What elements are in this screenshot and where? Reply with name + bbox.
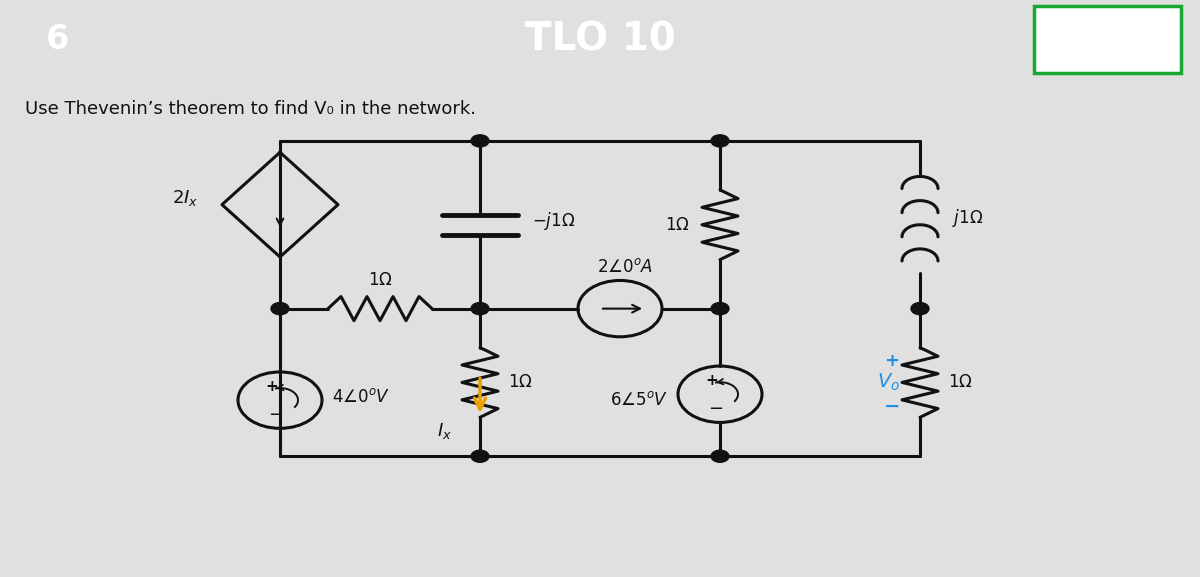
- FancyBboxPatch shape: [1034, 6, 1181, 73]
- Circle shape: [470, 450, 490, 462]
- Text: +: +: [265, 379, 278, 394]
- Circle shape: [470, 302, 490, 314]
- Text: −: −: [269, 406, 283, 424]
- Text: $1\Omega$: $1\Omega$: [367, 271, 392, 288]
- Circle shape: [470, 135, 490, 147]
- Circle shape: [911, 302, 929, 314]
- Text: $6\angle 5^o V$: $6\angle 5^o V$: [610, 391, 668, 409]
- Text: TLO 10: TLO 10: [524, 21, 676, 59]
- Text: −: −: [884, 396, 900, 415]
- Circle shape: [710, 135, 730, 147]
- Text: $V_o$: $V_o$: [877, 372, 900, 393]
- Text: $I_x$: $I_x$: [437, 421, 452, 441]
- Text: 6: 6: [46, 23, 68, 57]
- Text: $2\angle 0^o A$: $2\angle 0^o A$: [596, 258, 653, 276]
- Text: $1\Omega$: $1\Omega$: [948, 373, 973, 391]
- Text: $1\Omega$: $1\Omega$: [665, 216, 690, 234]
- Text: +: +: [706, 373, 719, 388]
- Circle shape: [271, 302, 289, 314]
- Text: $1\Omega$: $1\Omega$: [508, 373, 533, 391]
- Text: Use Thevenin’s theorem to find V₀ in the network.: Use Thevenin’s theorem to find V₀ in the…: [25, 100, 476, 118]
- Text: $j1\Omega$: $j1\Omega$: [952, 207, 983, 229]
- Text: $4\angle 0^o V$: $4\angle 0^o V$: [332, 388, 390, 406]
- Text: +: +: [884, 352, 900, 370]
- Circle shape: [710, 302, 730, 314]
- Text: −: −: [708, 400, 724, 418]
- Text: $2I_x$: $2I_x$: [172, 188, 198, 208]
- Circle shape: [710, 450, 730, 462]
- Text: $-j1\Omega$: $-j1\Omega$: [532, 211, 575, 233]
